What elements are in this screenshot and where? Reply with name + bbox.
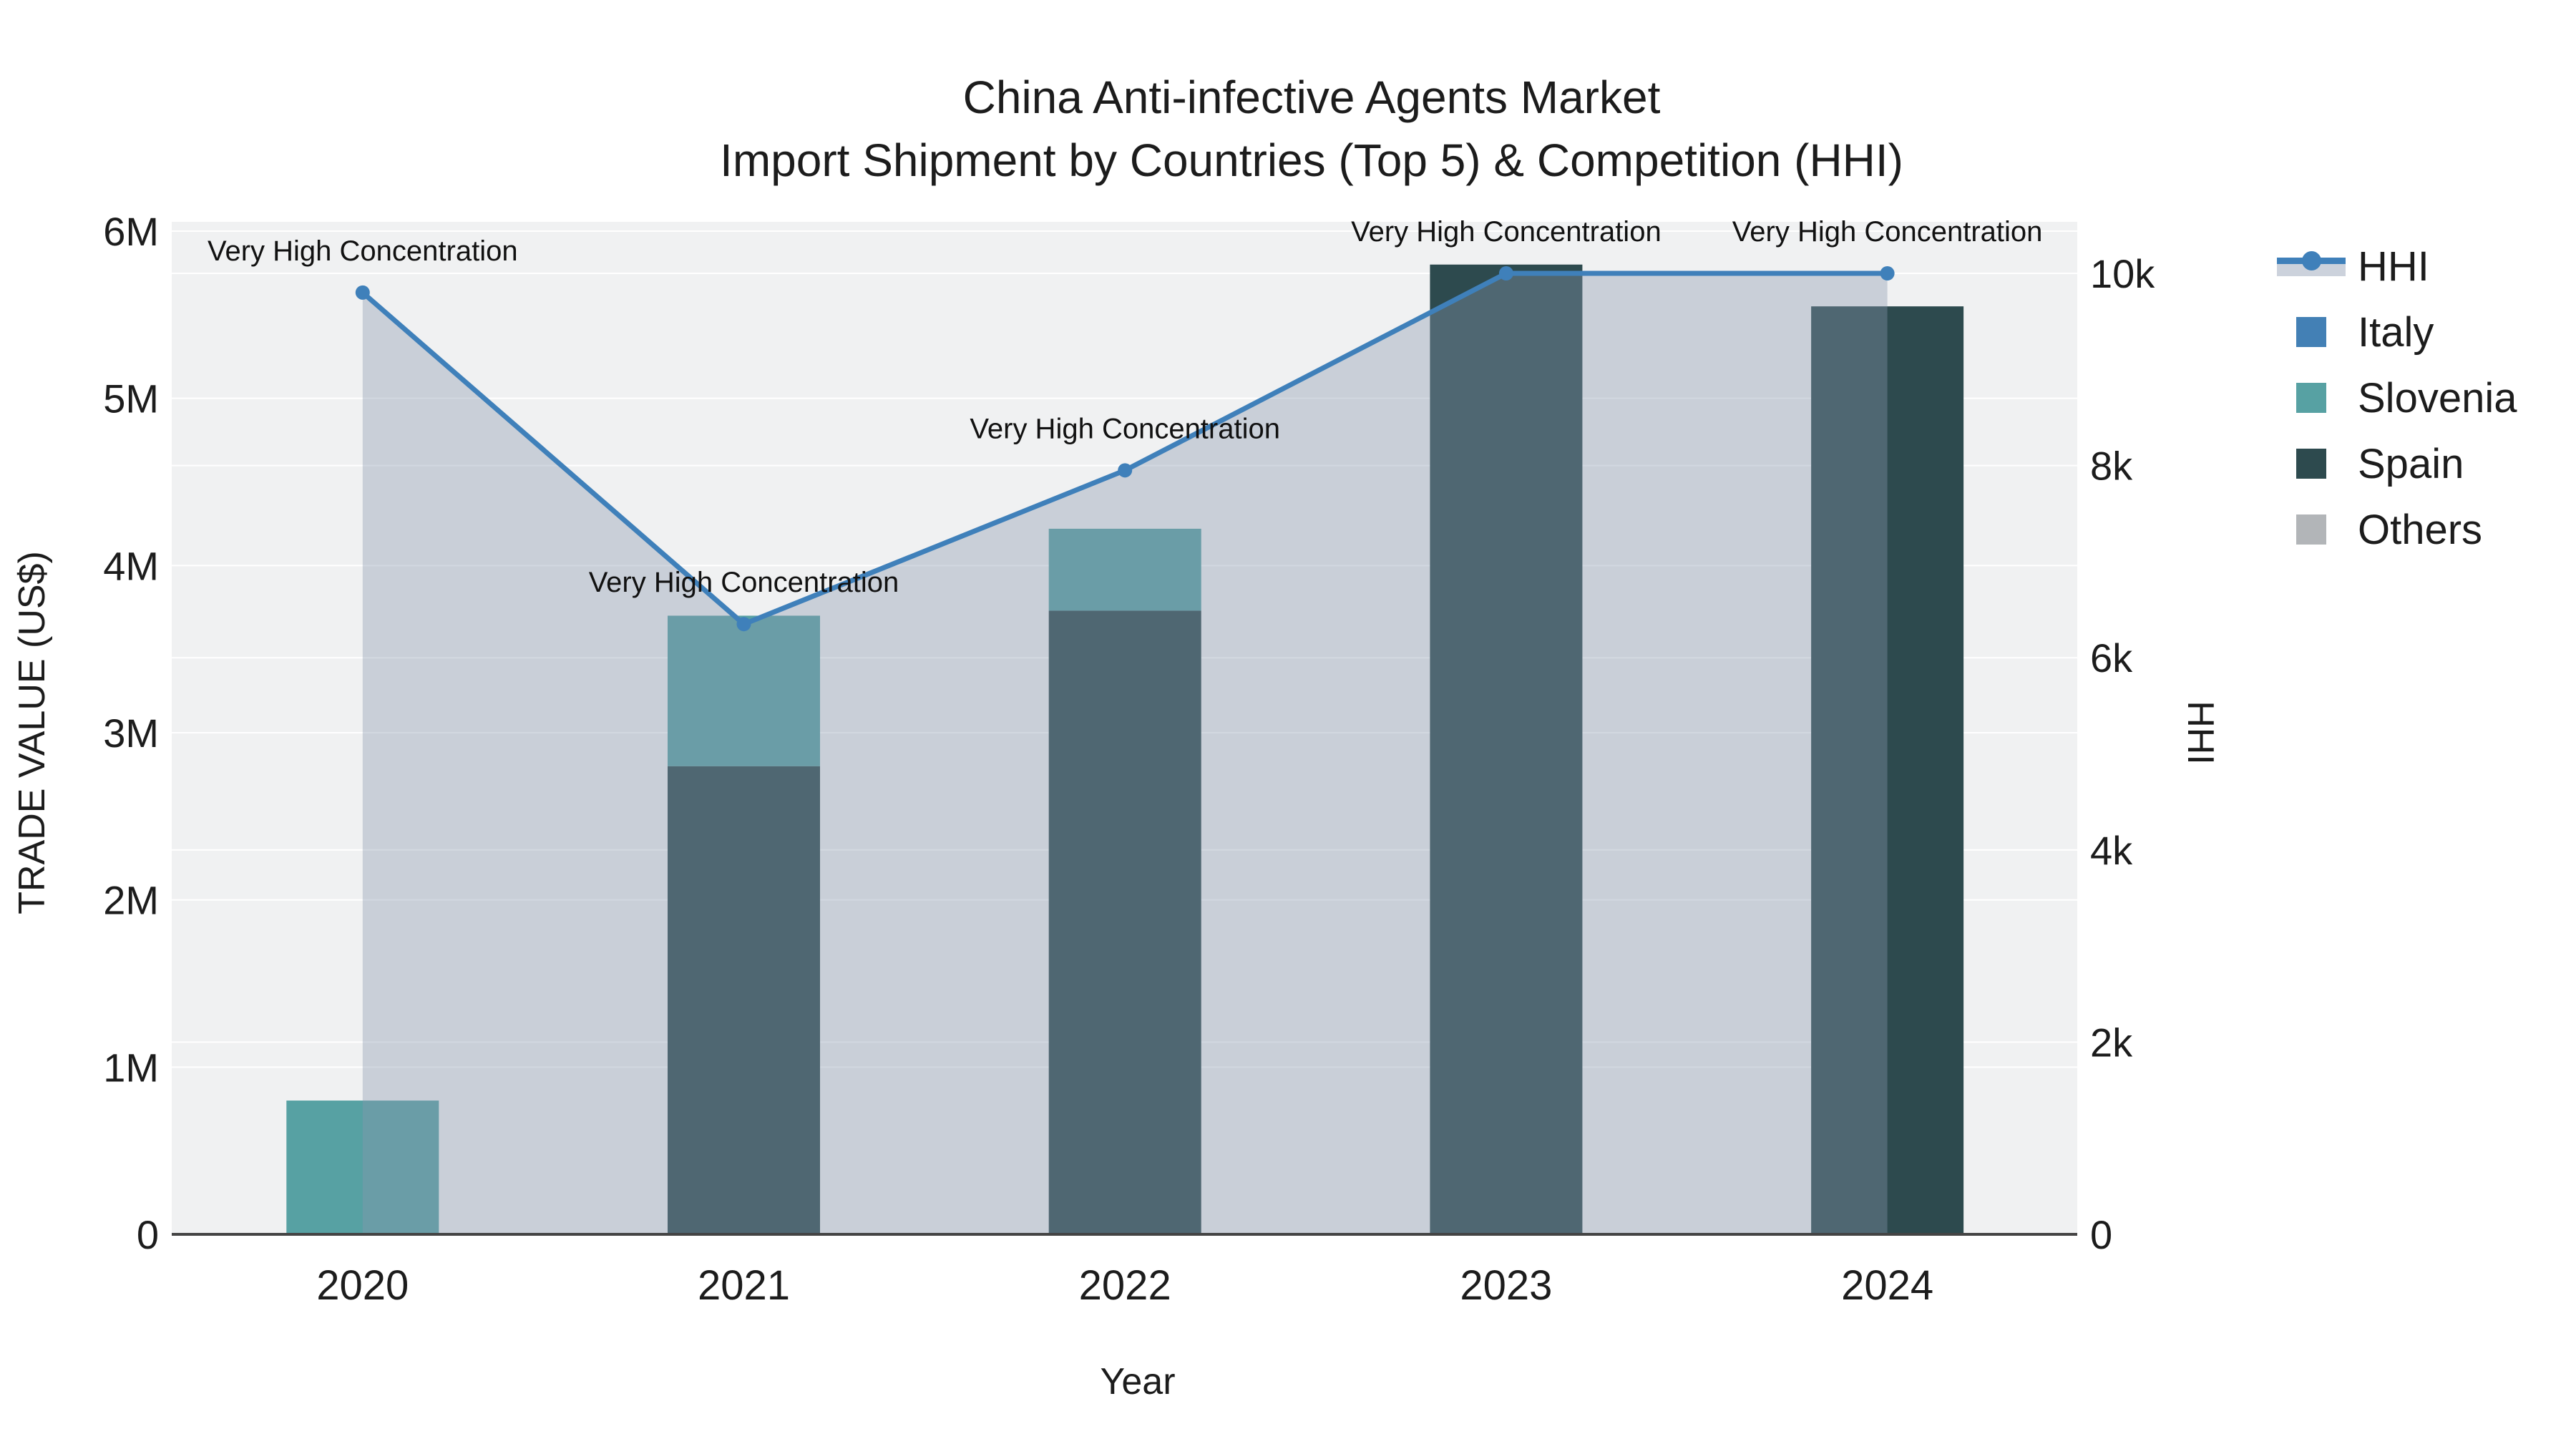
chart-title-line2: Import Shipment by Countries (Top 5) & C… [720,135,1903,186]
legend: HHI Italy Slovenia Spain Others [2265,233,2517,562]
hhi-marker-2021[interactable] [736,617,751,632]
hhi-line-swatch [2277,250,2346,283]
spain-color-swatch [2296,449,2326,479]
hhi-marker-2022[interactable] [1118,463,1133,478]
x-tick-2021: 2021 [698,1262,790,1309]
chart-title: China Anti-infective Agents Market Impor… [720,66,1903,192]
legend-swatch [2265,514,2358,545]
y-right-tick: 6k [2090,635,2133,680]
annotation-2020: Very High Concentration [208,235,518,267]
legend-swatch [2265,317,2358,347]
y-left-tick: 1M [103,1045,159,1090]
bar-slovenia-2020[interactable] [286,1101,439,1234]
legend-item-label: Slovenia [2358,374,2517,421]
y-right-axis-title: HHI [2180,701,2221,765]
y-left-tick: 4M [103,543,159,588]
y-left-tick: 2M [103,878,159,923]
legend-item-label: Spain [2358,440,2464,487]
annotation-2022: Very High Concentration [970,413,1280,444]
slovenia-color-swatch [2296,383,2326,413]
y-left-tick: 6M [103,209,159,254]
bar-slovenia-2021[interactable] [668,615,820,766]
hhi-marker-2020[interactable] [355,285,370,300]
y-right-tick: 4k [2090,828,2133,873]
bar-spain-2024[interactable] [1811,306,1964,1234]
hhi-marker-2024[interactable] [1880,266,1895,280]
y-right-tick: 10k [2090,251,2155,296]
chart-title-line1: China Anti-infective Agents Market [962,72,1661,123]
x-tick-2022: 2022 [1079,1262,1171,1309]
x-tick-2020: 2020 [316,1262,409,1309]
legend-item-italy[interactable]: Italy [2265,299,2517,365]
y-right-tick: 0 [2090,1212,2112,1257]
legend-swatch [2265,449,2358,479]
annotation-2023: Very High Concentration [1351,216,1662,248]
hhi-area-fill [362,273,1888,1234]
x-tick-2024: 2024 [1841,1262,1933,1309]
legend-item-hhi[interactable]: HHI [2265,233,2517,299]
legend-item-label: Others [2358,506,2483,553]
bar-slovenia-2022[interactable] [1048,528,1201,611]
legend-item-label: HHI [2358,243,2429,290]
italy-color-swatch [2296,317,2326,347]
y-right-tick: 2k [2090,1020,2133,1065]
legend-item-others[interactable]: Others [2265,497,2517,562]
legend-item-slovenia[interactable]: Slovenia [2265,365,2517,431]
y-right-tick: 8k [2090,444,2133,489]
legend-swatch [2265,383,2358,413]
bars-layer [286,264,1964,1234]
bar-spain-2023[interactable] [1430,264,1583,1234]
annotation-2024: Very High Concentration [1732,216,2043,248]
x-axis-title: Year [1100,1361,1175,1402]
others-color-swatch [2296,514,2326,545]
y-left-tick: 0 [137,1212,159,1257]
annotation-2021: Very High Concentration [589,567,899,598]
bar-spain-2021[interactable] [668,766,820,1234]
hhi-marker-2023[interactable] [1498,266,1513,280]
y-left-tick: 5M [103,376,159,421]
legend-swatch [2265,250,2358,283]
legend-item-spain[interactable]: Spain [2265,431,2517,497]
bar-spain-2022[interactable] [1048,610,1201,1234]
y-left-tick: 3M [103,711,159,756]
x-tick-2023: 2023 [1460,1262,1552,1309]
y-left-axis-title: TRADE VALUE (US$) [11,551,53,914]
legend-item-label: Italy [2358,308,2434,356]
